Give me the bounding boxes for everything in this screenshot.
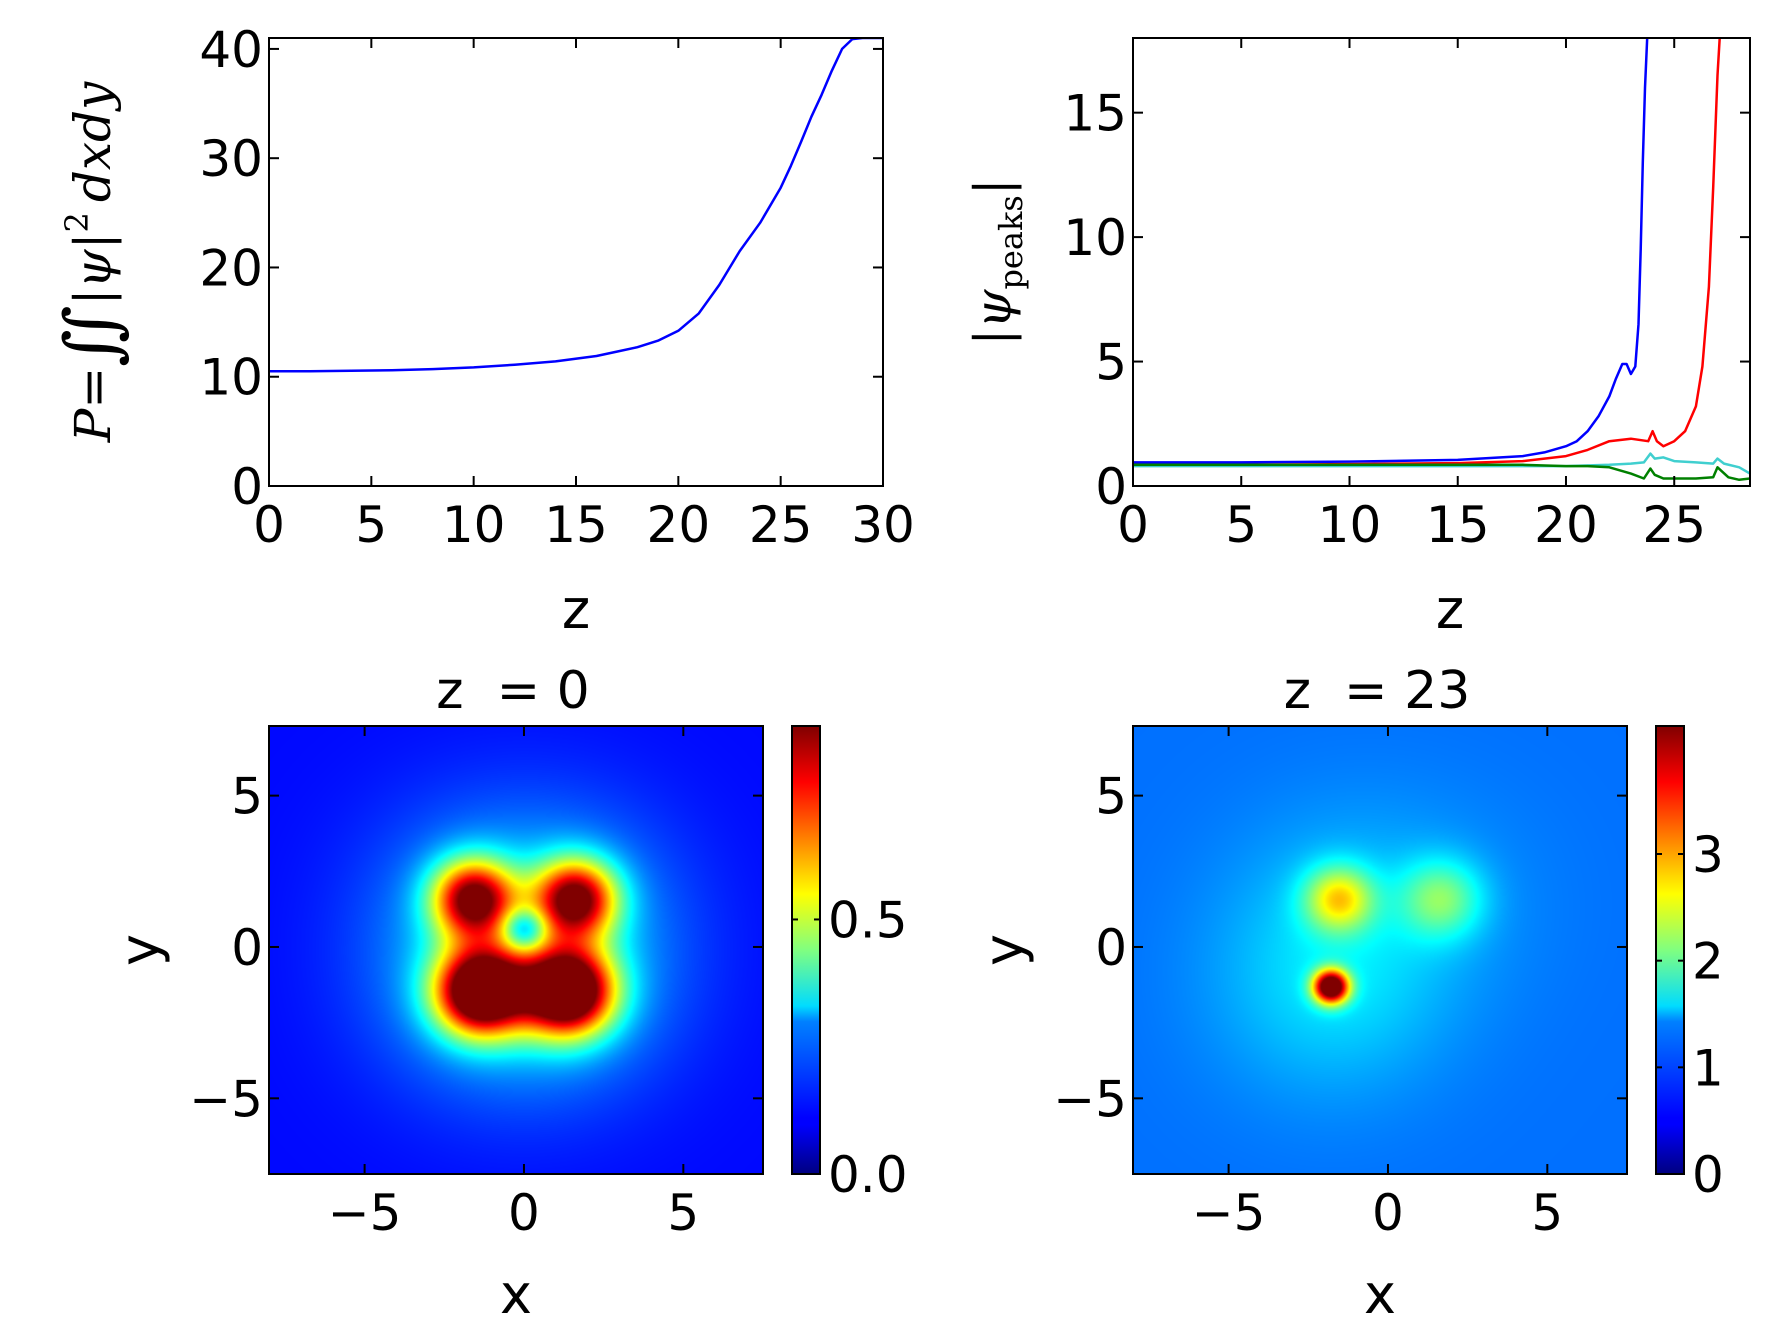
peaks-y-label: |ψpeaks| <box>964 178 1030 345</box>
power-x-tick-label: 25 <box>749 496 813 554</box>
hm0-x-tick-label: 0 <box>508 1184 540 1242</box>
power-series-group <box>269 38 883 373</box>
hm23-x-tick-label: 0 <box>1372 1184 1404 1242</box>
hm0-x-tick-label: −5 <box>328 1184 402 1242</box>
power-y-tick-label: 0 <box>231 458 263 516</box>
power-y-label-diff: dxdy <box>64 81 122 202</box>
peaks-y-ticks: 0 5 10 15 <box>1063 85 1750 516</box>
heatmap-z23-colorbar-ticks: 0 1 2 3 <box>1656 826 1724 1204</box>
heatmap-z0-title: z = 0 <box>436 661 590 721</box>
hm23-colorbar-tick-label: 2 <box>1692 933 1724 991</box>
power-x-tick-label: 0 <box>253 496 285 554</box>
peaks-x-tick-label: 10 <box>1318 496 1382 554</box>
peaks-series-peak-green <box>1133 463 1750 482</box>
power-y-tick-label: 40 <box>199 21 263 79</box>
heatmap-z0-y-label: y <box>108 934 171 966</box>
peaks-y-label-main: |ψ <box>964 289 1022 346</box>
power-y-label: P=∬|ψ|2 dxdy <box>49 81 133 443</box>
heatmap-z23-y-ticks: −5 0 5 <box>1053 768 1627 1128</box>
hm23-x-tick-label: −5 <box>1192 1184 1266 1242</box>
power-y-tick-label: 30 <box>199 130 263 188</box>
heatmap-z0-frame <box>268 725 764 1175</box>
peaks-plot-frame <box>1132 37 1751 487</box>
heatmap-z23-x-ticks: −5 0 5 <box>1192 726 1563 1242</box>
heatmap-z0-colorbar-ticks: 0.0 0.5 <box>792 891 908 1204</box>
power-y-tick-label: 20 <box>199 239 263 297</box>
heatmap-z23-x-label: x <box>1364 1263 1396 1326</box>
power-panel: 0 5 10 15 20 25 30 0 10 20 30 40 z P=∬|ψ|2 dxdy <box>49 21 915 641</box>
peaks-y-tick-label: 5 <box>1095 334 1127 392</box>
power-x-label: z <box>562 578 590 641</box>
power-series-P <box>269 38 883 373</box>
power-y-tick-label: 10 <box>199 349 263 407</box>
svg-text:|ψpeaks|: |ψpeaks| <box>964 178 1030 345</box>
heatmap-z0-y-ticks: −5 0 5 <box>189 768 763 1128</box>
peaks-x-ticks: 0 5 10 15 20 25 <box>1117 38 1706 554</box>
hm0-y-tick-label: 5 <box>231 768 263 826</box>
hm0-y-tick-label: −5 <box>189 1070 263 1128</box>
power-x-tick-label: 10 <box>442 496 506 554</box>
hm0-colorbar-tick-label: 0.0 <box>828 1146 908 1204</box>
hm23-colorbar-tick-label: 3 <box>1692 826 1724 884</box>
hm23-colorbar-tick-label: 0 <box>1692 1146 1724 1204</box>
power-x-ticks: 0 5 10 15 20 25 30 <box>253 38 915 554</box>
hm0-colorbar-tick-label: 0.5 <box>828 891 908 949</box>
heatmap-z23-y-label: y <box>972 934 1035 966</box>
peaks-x-tick-label: 15 <box>1426 496 1490 554</box>
heatmap-z0-x-ticks: −5 0 5 <box>328 726 699 1242</box>
hm23-y-tick-label: 0 <box>1095 919 1127 977</box>
peaks-y-tick-label: 15 <box>1063 85 1127 143</box>
power-y-label-power: 2 <box>58 212 96 232</box>
heatmap-z23-panel: z = 23 −5 0 5 −5 0 5 x y 0 1 2 3 <box>972 661 1724 1326</box>
power-x-tick-label: 5 <box>355 496 387 554</box>
peaks-y-tick-label: 0 <box>1095 458 1127 516</box>
power-x-tick-label: 30 <box>851 496 915 554</box>
peaks-y-tick-label: 10 <box>1063 209 1127 267</box>
heatmap-z23-colorbar <box>1655 725 1685 1175</box>
heatmap-z23-image <box>1133 726 1627 1174</box>
hm0-y-tick-label: 0 <box>231 919 263 977</box>
hm23-colorbar-tick-label: 1 <box>1692 1039 1724 1097</box>
power-y-label-lhs: P <box>64 407 122 443</box>
heatmap-z0-x-label: x <box>500 1263 532 1326</box>
svg-text:P=∬|ψ|2dxdy: P=∬|ψ|2 dxdy <box>49 81 133 443</box>
power-y-label-eq: = <box>64 367 122 409</box>
hm23-x-tick-label: 5 <box>1531 1184 1563 1242</box>
peaks-series-peak-red <box>1133 38 1721 467</box>
heatmap-z0-colorbar <box>791 725 821 1175</box>
power-x-tick-label: 20 <box>647 496 711 554</box>
power-x-tick-label: 15 <box>544 496 608 554</box>
hm23-y-tick-label: −5 <box>1053 1070 1127 1128</box>
peaks-x-label: z <box>1436 578 1464 641</box>
power-plot-frame <box>268 37 884 487</box>
heatmap-z0-image <box>269 726 763 1174</box>
peaks-x-tick-label: 20 <box>1534 496 1598 554</box>
hm0-x-tick-label: 5 <box>667 1184 699 1242</box>
peaks-series-peak-blue <box>1133 38 1649 464</box>
hm23-y-tick-label: 5 <box>1095 768 1127 826</box>
peaks-y-label-sub: peaks <box>992 195 1030 289</box>
peaks-panel: 0 5 10 15 20 25 0 5 10 15 z |ψpeaks| <box>964 37 1751 641</box>
power-y-label-abs: |ψ| <box>64 233 122 306</box>
peaks-x-tick-label: 5 <box>1225 496 1257 554</box>
heatmap-z0-panel: z = 0 −5 0 5 −5 0 5 x y 0.0 0.5 <box>108 661 908 1326</box>
power-y-ticks: 0 10 20 30 40 <box>199 21 883 516</box>
peaks-y-label-close: | <box>964 178 1022 195</box>
peaks-x-tick-label: 0 <box>1117 496 1149 554</box>
heatmap-z23-title: z = 23 <box>1284 661 1471 721</box>
heatmap-z23-frame <box>1132 725 1628 1175</box>
peaks-series-group <box>1133 38 1750 482</box>
peaks-x-tick-label: 25 <box>1642 496 1706 554</box>
power-y-label-integral: ∬ <box>49 305 133 366</box>
